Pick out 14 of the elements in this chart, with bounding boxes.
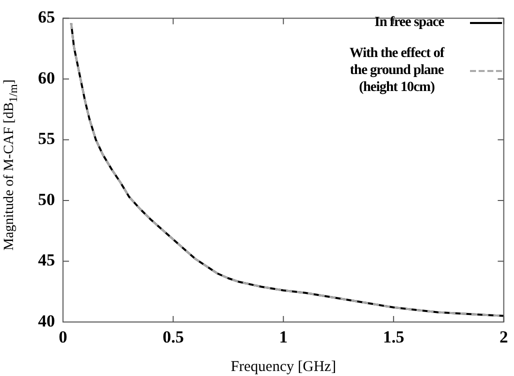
x-tick-label: 0.5 [162, 328, 184, 347]
y-tick-label: 60 [38, 68, 55, 88]
legend-label: With the effect of the ground plane (height 10cm) [349, 45, 444, 96]
y-tick-label: 65 [38, 8, 55, 27]
x-tick-label: 2 [500, 328, 508, 347]
legend-label: In free space [374, 14, 444, 31]
x-axis-title: Frequency [GHz] [230, 358, 336, 375]
y-tick-label: 45 [38, 250, 55, 270]
y-tick-label: 55 [38, 129, 55, 148]
x-tick-label: 0 [58, 328, 68, 347]
y-tick-label: 40 [38, 311, 55, 330]
x-tick-label: 1.5 [382, 328, 404, 347]
x-tick-label: 1 [279, 328, 288, 347]
y-tick-label: 50 [38, 190, 55, 209]
